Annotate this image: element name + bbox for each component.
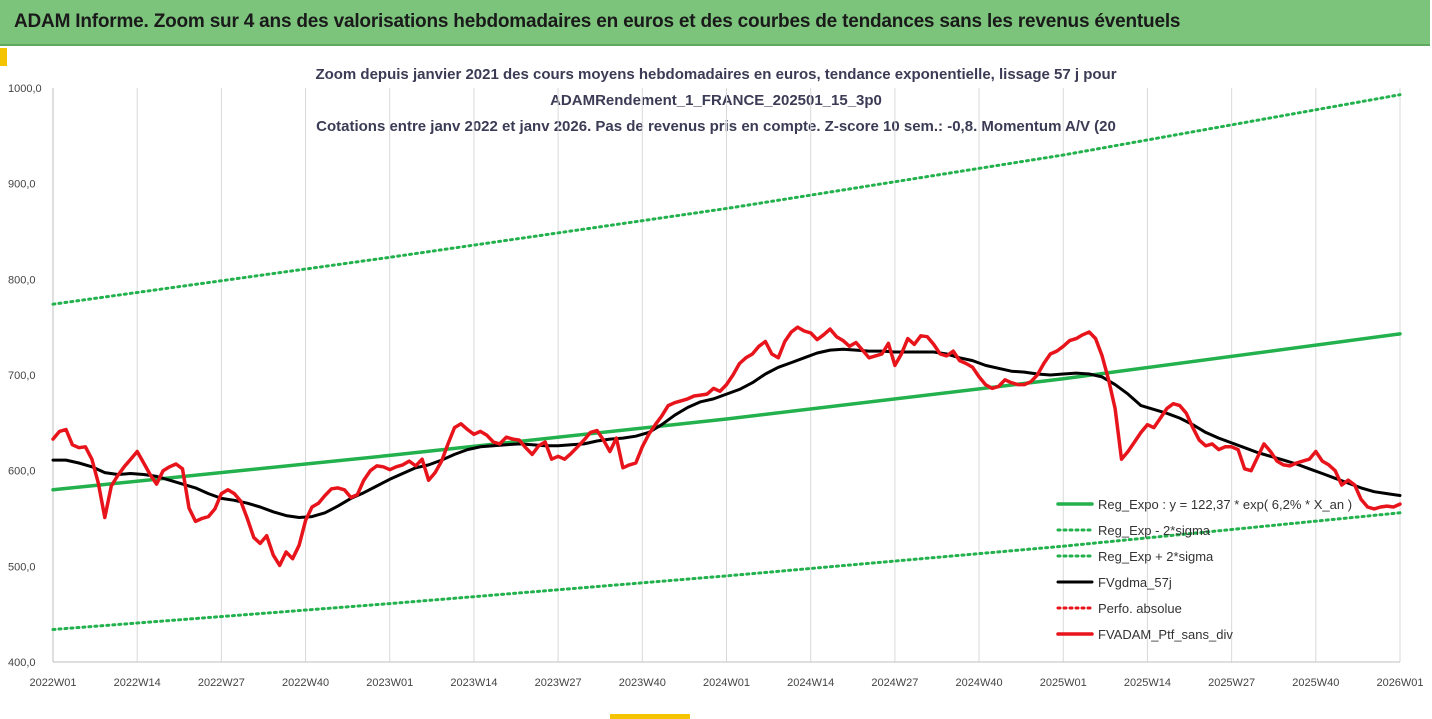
accent-mark-bottom bbox=[610, 714, 690, 719]
y-tick-label: 1000,0 bbox=[8, 83, 42, 95]
x-tick-label: 2023W40 bbox=[619, 677, 666, 689]
series-line-solid-red bbox=[51, 325, 1402, 568]
legend-entry: Perfo. absolue bbox=[1098, 601, 1182, 616]
series-line-dotted-green bbox=[51, 511, 1402, 631]
x-tick-label: 2024W01 bbox=[703, 677, 750, 689]
header-banner: ADAM Informe. Zoom sur 4 ans des valoris… bbox=[0, 0, 1430, 46]
x-tick-label: 2024W40 bbox=[956, 677, 1003, 689]
x-tick-label: 2025W40 bbox=[1292, 677, 1339, 689]
legend-entry: Reg_Exp - 2*sigma bbox=[1098, 523, 1211, 538]
chart: Zoom depuis janvier 2021 des cours moyen… bbox=[0, 48, 1432, 719]
x-tick-label: 2025W14 bbox=[1124, 677, 1171, 689]
y-tick-label: 900,0 bbox=[8, 179, 36, 191]
x-tick-label: 2022W01 bbox=[29, 677, 76, 689]
x-tick-label: 2022W27 bbox=[198, 677, 245, 689]
series-line-dotted-green bbox=[51, 93, 1402, 306]
y-tick-label: 600,0 bbox=[8, 466, 36, 478]
y-tick-label: 800,0 bbox=[8, 274, 36, 286]
x-tick-label: 2022W40 bbox=[282, 677, 329, 689]
x-tick-label: 2024W27 bbox=[871, 677, 918, 689]
y-tick-label: 700,0 bbox=[8, 370, 36, 382]
x-tick-label: 2024W14 bbox=[787, 677, 834, 689]
page-title: ADAM Informe. Zoom sur 4 ans des valoris… bbox=[14, 11, 1181, 32]
legend-entry: FVgdma_57j bbox=[1098, 575, 1172, 590]
x-tick-label: 2023W14 bbox=[450, 677, 497, 689]
x-tick-label: 2025W27 bbox=[1208, 677, 1255, 689]
series-line-solid-black bbox=[51, 347, 1402, 519]
chart-title-line-1: Zoom depuis janvier 2021 des cours moyen… bbox=[315, 66, 1117, 83]
legend-entry: Reg_Exp + 2*sigma bbox=[1098, 549, 1214, 564]
legend-entry: Reg_Expo : y = 122,37 * exp( 6,2% * X_an… bbox=[1098, 497, 1352, 512]
x-tick-label: 2023W27 bbox=[535, 677, 582, 689]
accent-mark-left bbox=[0, 48, 7, 66]
chart-title-line-2: ADAMRendement_1_FRANCE_202501_15_3p0 bbox=[550, 92, 882, 109]
legend-entry: FVADAM_Ptf_sans_div bbox=[1098, 627, 1233, 642]
x-tick-label: 2023W01 bbox=[366, 677, 413, 689]
x-tick-label: 2022W14 bbox=[114, 677, 161, 689]
series-line-solid-green bbox=[51, 332, 1402, 492]
y-tick-label: 500,0 bbox=[8, 561, 36, 573]
chart-title-line-3: Cotations entre janv 2022 et janv 2026. … bbox=[316, 118, 1116, 135]
x-tick-label: 2026W01 bbox=[1376, 677, 1423, 689]
x-tick-label: 2025W01 bbox=[1040, 677, 1087, 689]
y-tick-label: 400,0 bbox=[8, 657, 36, 669]
